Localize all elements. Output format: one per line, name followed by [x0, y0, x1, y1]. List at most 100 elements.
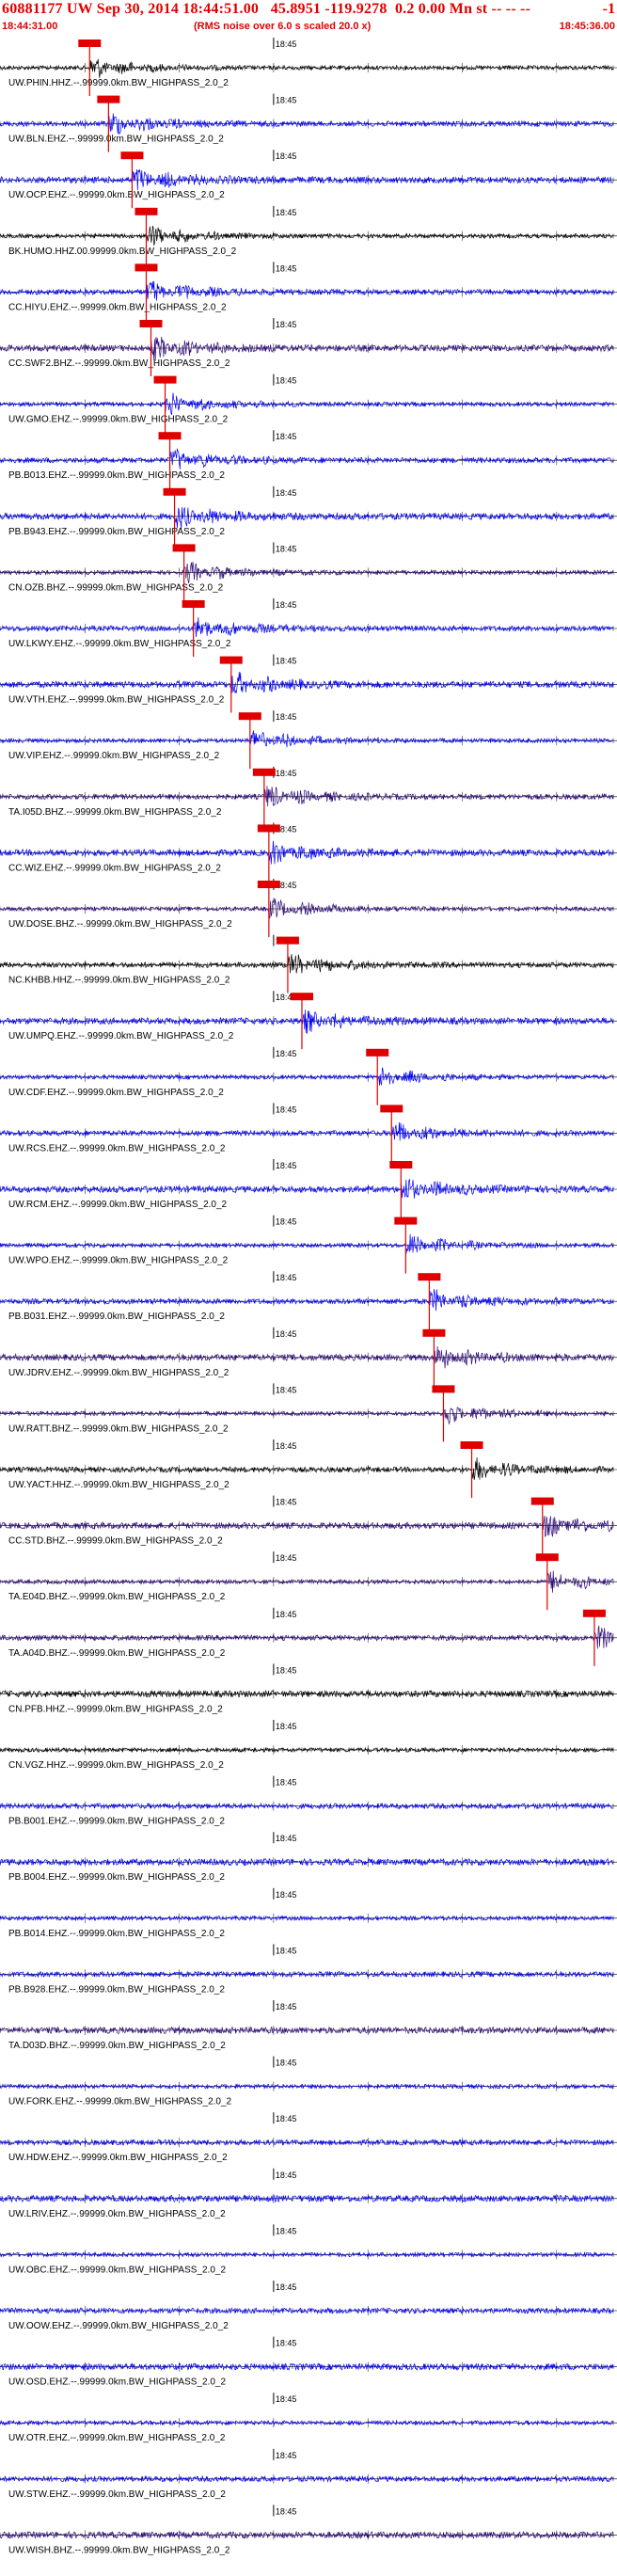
minute-label: 18:45 [276, 1498, 297, 1507]
waveform-trace [0, 1010, 614, 1034]
waveform-trace [0, 2362, 614, 2372]
waveform-trace [0, 898, 614, 919]
pick-marker [139, 320, 163, 327]
station-label: UW.FORK.EHZ.--.99999.0km.BW_HIGHPASS_2.0… [8, 2097, 232, 2107]
station-label: TA.I05D.BHZ.--.99999.0km.BW_HIGHPASS_2.0… [8, 807, 222, 818]
waveform-trace [0, 1915, 614, 1922]
station-label: UW.DOSE.BHZ.--.99999.0km.BW_HIGHPASS_2.0… [8, 919, 232, 930]
pick-marker [153, 375, 177, 384]
waveform-trace [0, 1407, 614, 1425]
waveform-trace [0, 1857, 614, 1867]
station-label: UW.PHIN.HHZ.--.99999.0km.BW_HIGHPASS_2.0… [8, 78, 229, 88]
waveform-trace [0, 1345, 614, 1369]
waveform-trace [0, 786, 614, 807]
station-label: UW.RATT.BHZ.--.99999.0km.BW_HIGHPASS_2.0… [8, 1423, 229, 1434]
waveform-trace [0, 2530, 614, 2540]
waveform-trace [0, 1515, 614, 1537]
pick-marker [182, 600, 205, 608]
rms-note: (RMS noise over 6.0 s scaled 20.0 x) [194, 21, 372, 32]
pick-marker [257, 824, 280, 833]
minute-label: 18:45 [276, 600, 297, 610]
waveform-trace [0, 2139, 614, 2147]
station-label: UW.WPO.EHZ.--.99999.0km.BW_HIGHPASS_2.0_… [8, 1256, 229, 1266]
station-label: TA.D03D.BHZ.--.99999.0km.BW_HIGHPASS_2.0… [8, 2041, 226, 2051]
minute-label: 18:45 [276, 40, 297, 49]
minute-label: 18:45 [276, 2002, 297, 2012]
pick-marker [120, 151, 144, 160]
waveform-trace [0, 1179, 614, 1199]
station-label: PB.B004.EHZ.--.99999.0km.BW_HIGHPASS_2.0… [8, 1872, 225, 1883]
minute-label: 18:45 [276, 1778, 297, 1788]
minute-label: 18:45 [276, 1722, 297, 1731]
station-label: PB.B014.EHZ.--.99999.0km.BW_HIGHPASS_2.0… [8, 1929, 225, 1939]
pick-marker [394, 1216, 418, 1225]
minute-label: 18:45 [276, 263, 297, 273]
minute-label: 18:45 [276, 488, 297, 498]
waveform-trace [0, 2194, 614, 2203]
minute-label: 18:45 [276, 2059, 297, 2068]
minute-label: 18:45 [276, 151, 297, 161]
pick-marker [97, 95, 120, 103]
station-label: CN.PFB.HHZ.--.99999.0km.BW_HIGHPASS_2.0_… [8, 1704, 223, 1714]
minute-label: 18:45 [276, 1329, 297, 1339]
waveform-trace [0, 392, 614, 415]
station-label: UW.UMPQ.EHZ.--.99999.0km.BW_HIGHPASS_2.0… [8, 1031, 234, 1042]
pick-marker [535, 1553, 559, 1562]
waveform-trace [0, 730, 614, 748]
minute-label: 18:45 [276, 712, 297, 722]
waveform-trace [0, 1570, 614, 1593]
station-label: UW.RCS.EHZ.--.99999.0km.BW_HIGHPASS_2.0_… [8, 1143, 226, 1153]
minute-label: 18:45 [276, 1946, 297, 1955]
minute-label: 18:45 [276, 1161, 297, 1170]
waveform-trace [0, 58, 614, 78]
end-time-label: 18:45:36.00 [559, 21, 615, 32]
event-title-suffix: -1 [602, 1, 615, 17]
station-label: CC.WIZ.EHZ.--.99999.0km.BW_HIGHPASS_2.0_… [8, 863, 221, 873]
waveform-trace [0, 1457, 614, 1480]
station-label: UW.LRIV.EHZ.--.99999.0km.BW_HIGHPASS_2.0… [8, 2209, 226, 2219]
pick-marker [366, 1048, 389, 1057]
minute-label: 18:45 [276, 881, 297, 890]
waveform-trace [0, 113, 614, 135]
pick-marker [276, 936, 299, 945]
station-label: CN.OZB.BHZ.--.99999.0km.BW_HIGHPASS_2.0_… [8, 582, 224, 593]
waveform-trace [0, 1689, 614, 1699]
waveform-trace [0, 2474, 614, 2483]
minute-label: 18:45 [276, 544, 297, 553]
station-label: UW.VIP.EHZ.--.99999.0km.BW_HIGHPASS_2.0_… [8, 751, 220, 761]
pick-marker [290, 993, 313, 1001]
station-label: TA.A04D.BHZ.--.99999.0km.BW_HIGHPASS_2.0… [8, 1648, 226, 1659]
minute-label: 18:45 [276, 1385, 297, 1394]
station-label: BK.HUMO.HHZ.00.99999.0km.BW_HIGHPASS_2.0… [8, 246, 237, 257]
pick-marker [134, 207, 158, 215]
minute-label: 18:45 [276, 1441, 297, 1451]
station-label: UW.HDW.EHZ.--.99999.0km.BW_HIGHPASS_2.0_… [8, 2153, 228, 2163]
waveform-trace [0, 2307, 614, 2315]
minute-label: 18:45 [276, 2451, 297, 2460]
pick-marker [460, 1441, 483, 1449]
station-label: NC.KHBB.HHZ.--.99999.0km.BW_HIGHPASS_2.0… [8, 976, 230, 986]
station-label: UW.OOW.EHZ.--.99999.0km.BW_HIGHPASS_2.0_… [8, 2321, 229, 2331]
minute-label: 18:45 [276, 2506, 297, 2516]
pick-marker [238, 712, 261, 721]
seismogram-plot: 18:45 UW.PHIN.HHZ.--.99999.0km.BW_HIGHPAS… [0, 38, 617, 2555]
minute-label: 18:45 [276, 1665, 297, 1675]
minute-label: 18:45 [276, 1273, 297, 1282]
station-label: UW.OTR.EHZ.--.99999.0km.BW_HIGHPASS_2.0_… [8, 2433, 226, 2443]
pick-marker [530, 1497, 554, 1505]
station-label: UW.OCP.EHZ.--.99999.0km.BW_HIGHPASS_2.0_… [8, 190, 225, 200]
station-label: CC.HIYU.EHZ.--.99999.0km.BW_HIGHPASS_2.0… [8, 302, 227, 312]
station-label: CN.VGZ.HHZ.--.99999.0km.BW_HIGHPASS_2.0_… [8, 1760, 224, 1771]
station-label: UW.CDF.EHZ.--.99999.0km.BW_HIGHPASS_2.0_… [8, 1088, 224, 1098]
waveform-trace [0, 2026, 614, 2035]
minute-label: 18:45 [276, 376, 297, 386]
event-title: 60881177 UW Sep 30, 2014 18:44:51.00 45.… [2, 1, 531, 17]
pick-marker [389, 1161, 413, 1169]
waveform-trace [0, 448, 614, 469]
pick-marker [257, 881, 280, 888]
station-label: TA.E04D.BHZ.--.99999.0km.BW_HIGHPASS_2.0… [8, 1592, 226, 1602]
waveform-trace [0, 1233, 614, 1254]
pick-marker [432, 1385, 455, 1393]
waveform-trace [0, 1746, 614, 1754]
minute-label: 18:45 [276, 1049, 297, 1058]
